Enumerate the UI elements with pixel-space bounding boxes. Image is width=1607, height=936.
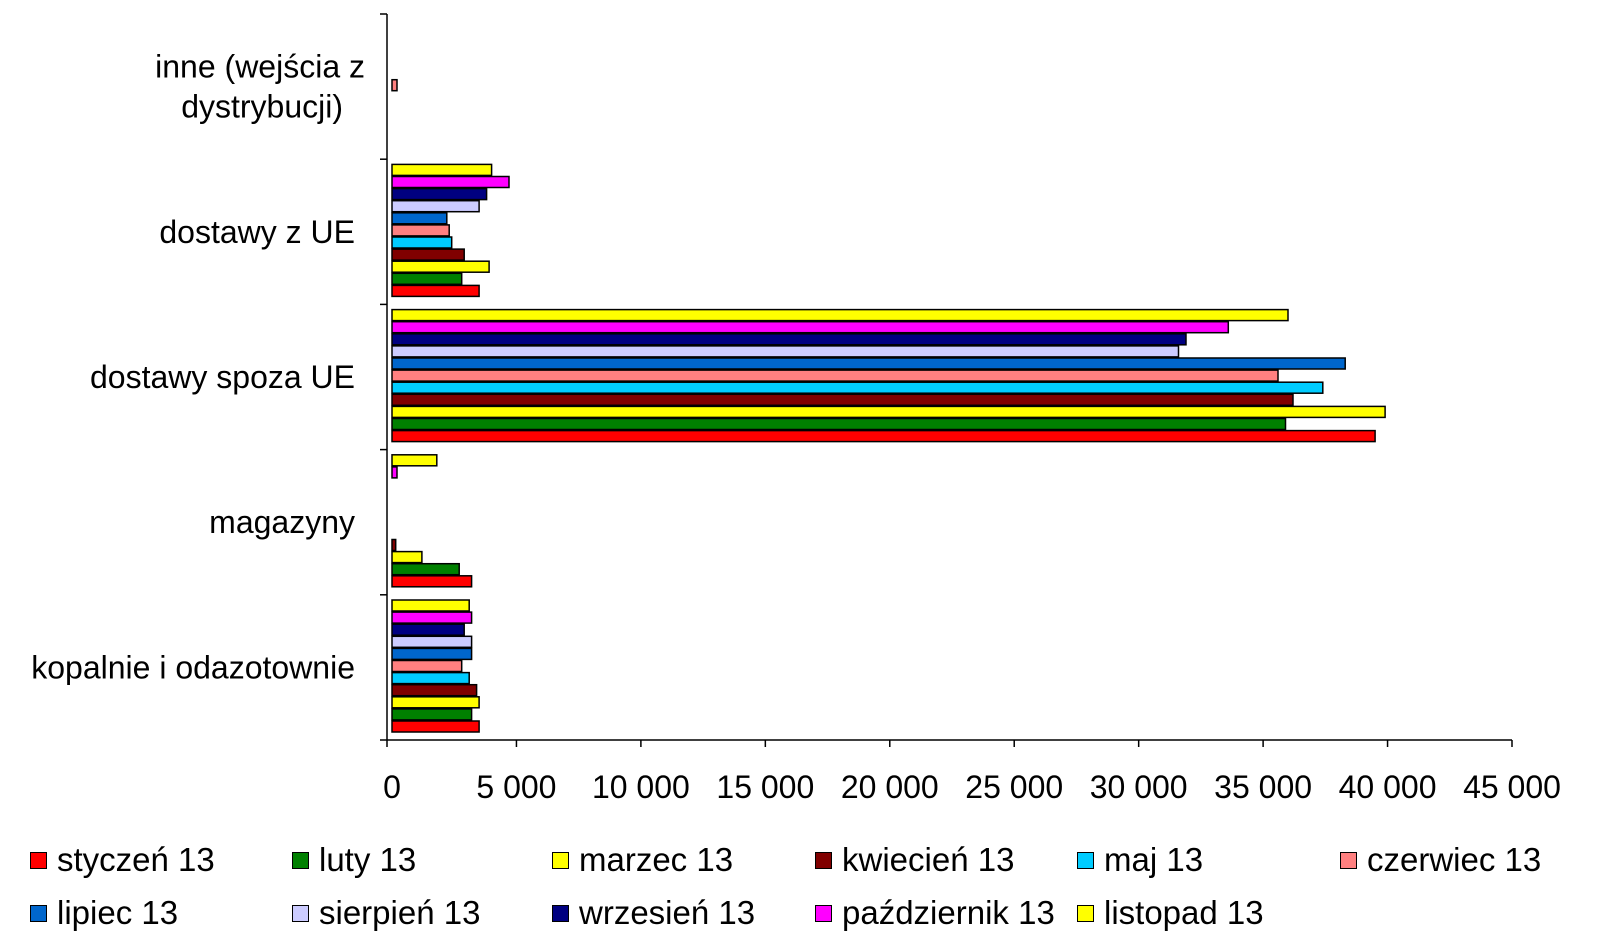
legend-swatch [815,851,832,869]
bar [391,175,510,189]
category-label-line: dostawy spoza UE [90,359,355,395]
bar [391,683,478,697]
bar [391,308,1289,322]
legend-label: sierpień 13 [319,894,481,931]
bar [391,696,480,709]
x-tick-label: 15 000 [716,769,814,805]
legend-item: lipiec 13 [30,893,178,933]
legend-label: październik 13 [842,894,1055,931]
legend-swatch [30,904,47,922]
x-tick-label: 30 000 [1090,769,1188,805]
legend-swatch [292,904,309,922]
legend-swatch [552,904,569,922]
category-label: magazyny [209,504,355,540]
x-tick-label: 25 000 [965,769,1063,805]
bar [391,187,488,201]
bar [391,212,448,225]
bar [391,163,493,177]
x-tick-label: 45 000 [1463,769,1561,805]
bar [391,575,473,588]
legend-label: marzec 13 [579,841,734,878]
bar [391,248,465,261]
legend-item: kwiecień 13 [815,840,1014,880]
legend-item: styczeń 13 [30,840,215,880]
bar [391,720,480,733]
legend-label: czerwiec 13 [1367,841,1542,878]
legend: styczeń 13 luty 13 marzec 13 kwiecień 13 maj… [30,840,1590,933]
legend-swatch [1340,851,1357,869]
legend-item: wrzesień 13 [552,893,755,933]
bar [391,284,480,298]
bar [391,708,473,721]
bar [391,260,490,273]
legend-label: maj 13 [1104,841,1204,878]
bar [391,333,1187,346]
bar [391,381,1324,394]
bar [391,417,1287,431]
category-label-line: inne (wejścia z [155,49,365,85]
legend-item: sierpień 13 [292,893,480,933]
x-tick-label: 5 000 [476,769,556,805]
category-label: kopalnie i odazotownie [31,649,355,685]
bar [391,562,460,576]
bar [391,659,463,673]
bar [391,671,470,685]
bar [391,623,465,636]
bar [391,635,473,649]
bar [391,272,463,286]
bar [391,454,438,467]
legend-swatch [30,851,47,869]
legend-item: maj 13 [1077,840,1203,880]
x-tick-label: 35 000 [1214,769,1312,805]
category-label: inne (wejścia z dystrybucji) [155,49,365,125]
bar [391,466,398,479]
legend-swatch [815,904,832,922]
bar [391,647,473,661]
bar [391,320,1230,334]
axes-layer [380,13,1513,747]
bar [391,538,397,552]
category-label-line: dystrybucji) [181,89,343,125]
category-label: dostawy spoza UE [90,359,355,395]
bar [391,550,423,564]
bars-layer [391,78,1386,733]
bar [391,236,453,249]
bar [391,429,1376,443]
legend-swatch [552,851,569,869]
bar [391,393,1294,407]
legend-label: kwiecień 13 [842,841,1015,878]
legend-label: listopad 13 [1104,894,1264,931]
legend-swatch [1077,851,1094,869]
legend-label: styczeń 13 [57,841,215,878]
legend-item: luty 13 [292,840,416,880]
bar [391,224,450,237]
legend-item: listopad 13 [1077,893,1264,933]
bar [391,599,470,612]
x-tick-label: 0 [383,769,401,805]
labels-layer: 0 5 000 10 000 15 000 20 000 25 000 30 000 35 0… [31,49,1561,805]
bar [391,199,480,213]
bar [391,345,1180,358]
category-label-line: magazyny [209,504,355,540]
legend-label: lipiec 13 [57,894,179,931]
legend-swatch [292,851,309,869]
legend-item: czerwiec 13 [1340,840,1541,880]
category-label: dostawy z UE [159,214,355,250]
bar [391,611,473,624]
x-tick-label: 10 000 [592,769,690,805]
x-tick-label: 40 000 [1339,769,1437,805]
legend-item: październik 13 [815,893,1055,933]
bar-chart: 0 5 000 10 000 15 000 20 000 25 000 30 000 35 0… [31,13,1561,805]
x-tick-label: 20 000 [841,769,939,805]
category-label-line: kopalnie i odazotownie [31,649,355,685]
bar [391,405,1386,419]
legend-label: luty 13 [319,841,417,878]
legend-swatch [1077,904,1094,922]
legend-item: marzec 13 [552,840,733,880]
bar [391,369,1279,382]
category-label-line: dostawy z UE [159,214,355,250]
legend-label: wrzesień 13 [579,894,756,931]
bar [391,78,398,92]
bar [391,357,1346,370]
